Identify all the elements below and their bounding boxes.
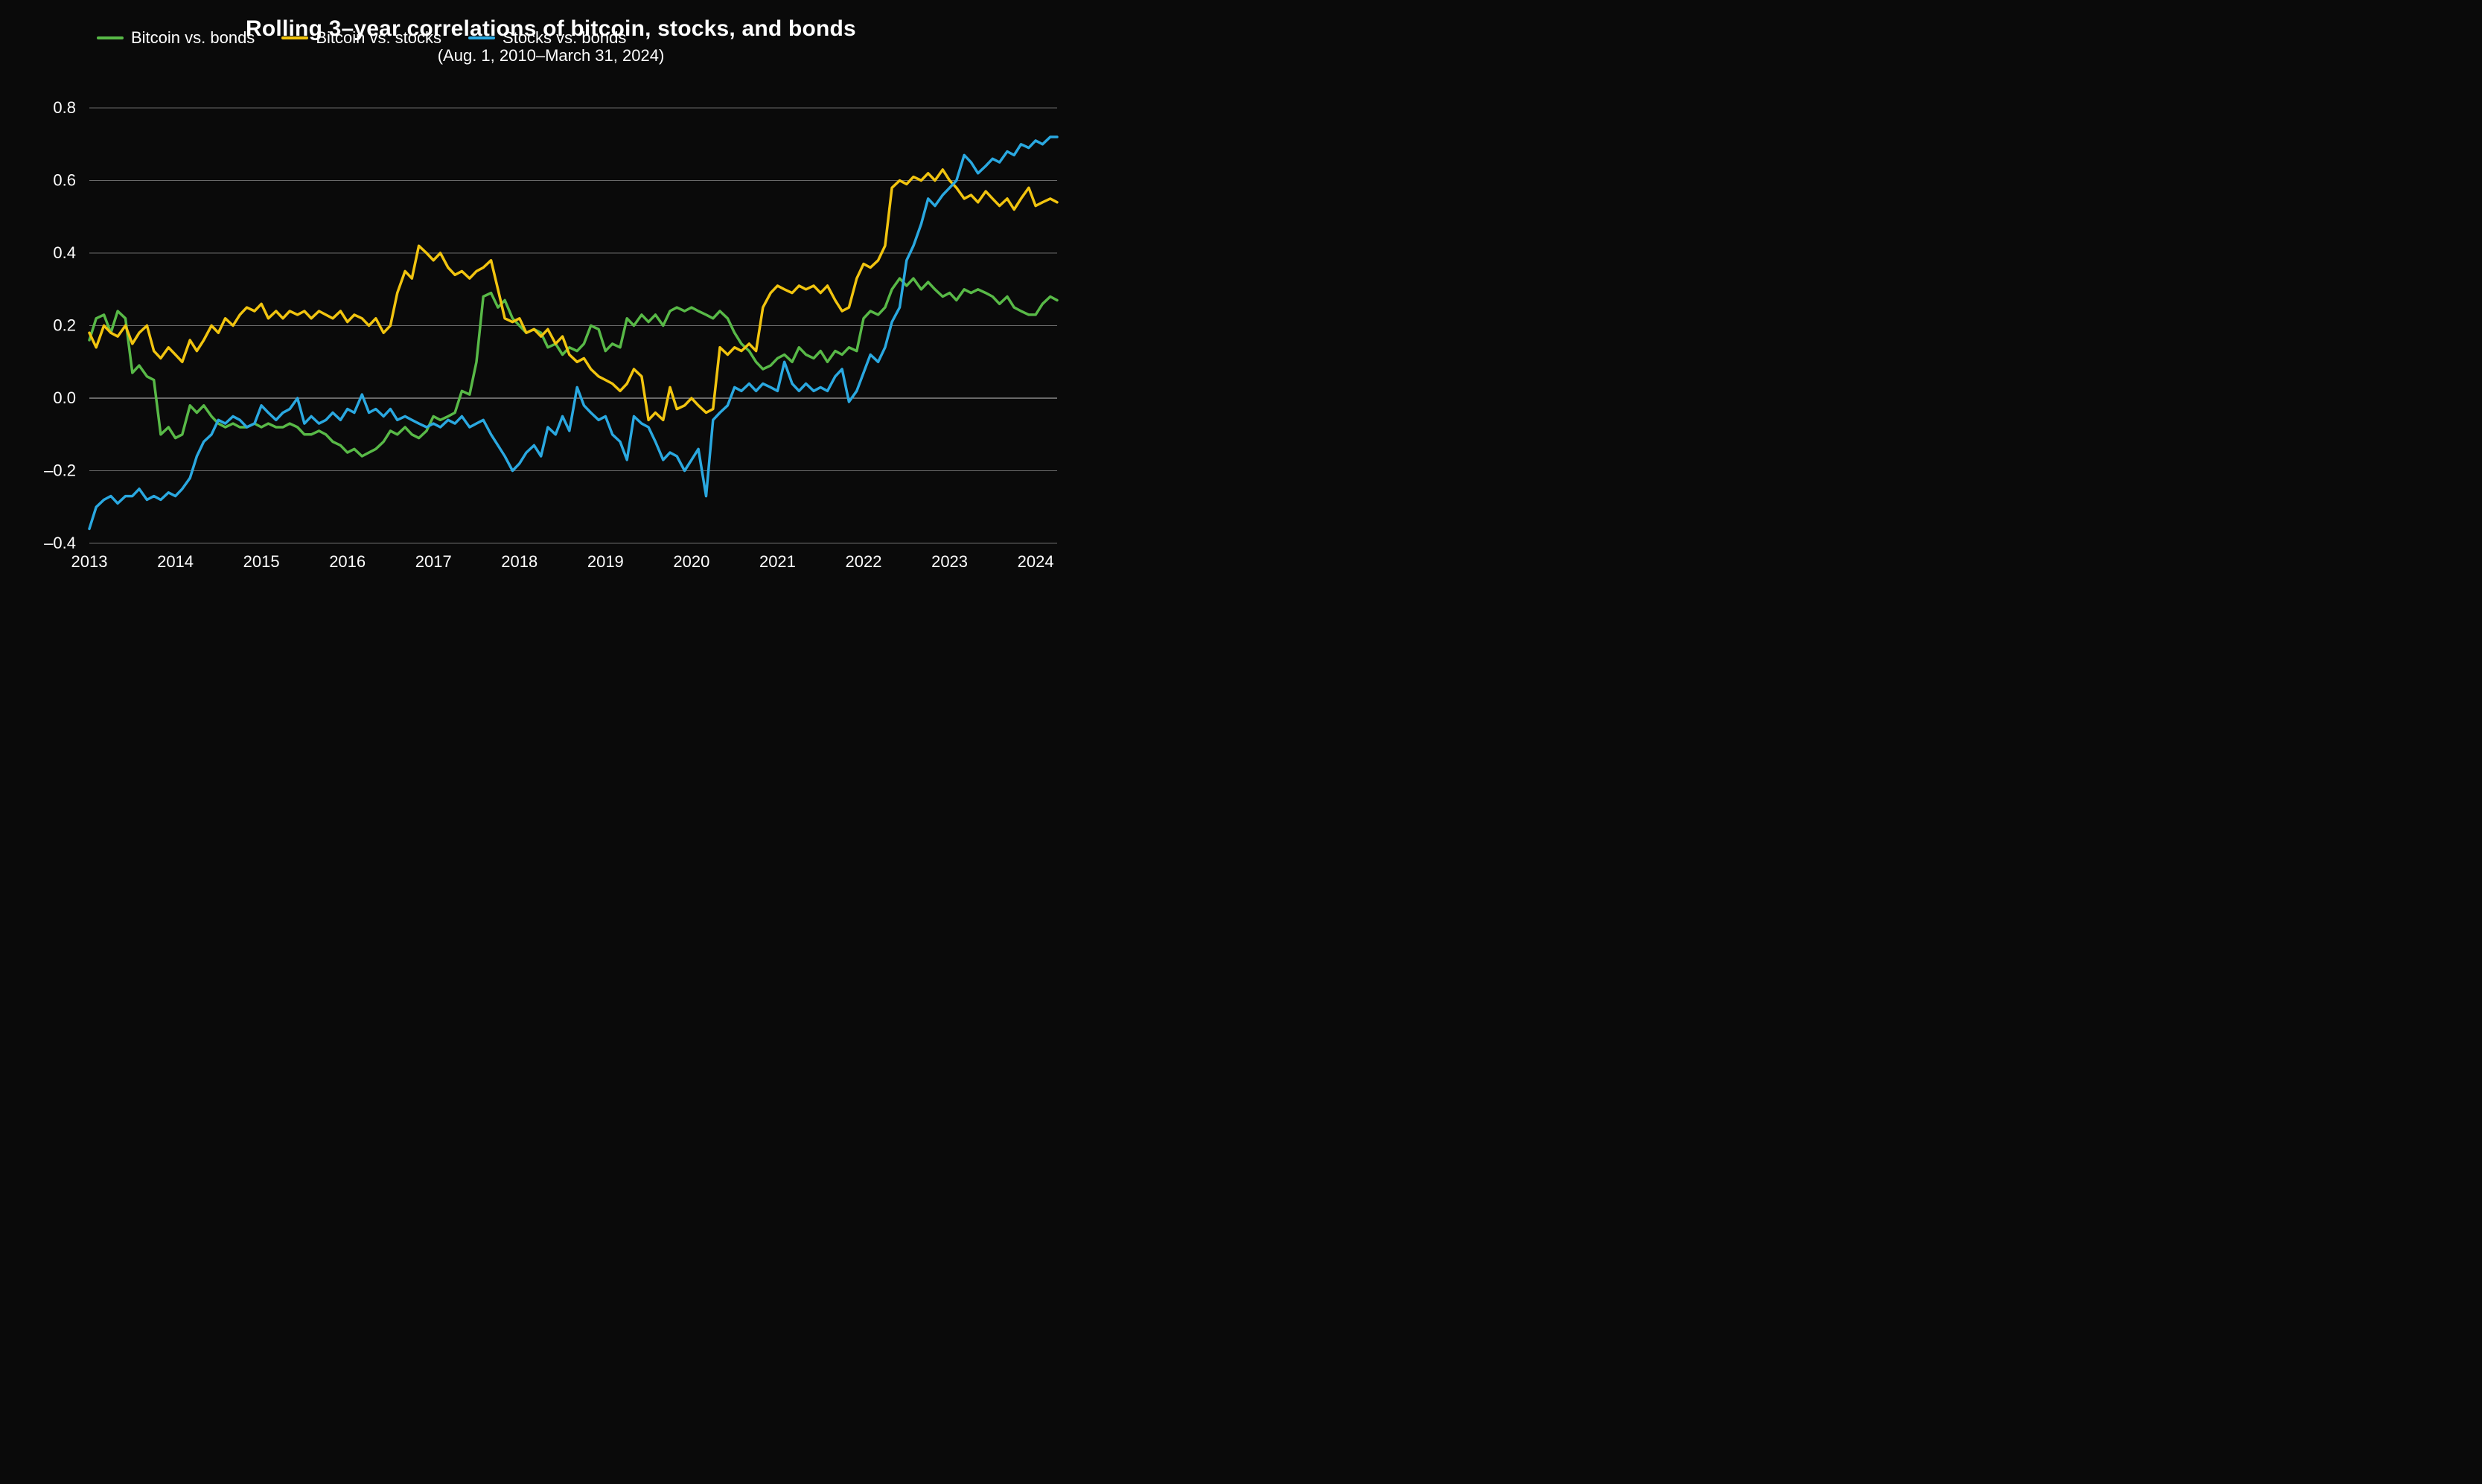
- x-tick-label: 2022: [846, 552, 882, 571]
- chart-subtitle: (Aug. 1, 2010–March 31, 2024): [0, 46, 1102, 65]
- x-tick-label: 2020: [673, 552, 709, 571]
- x-tick-label: 2024: [1018, 552, 1054, 571]
- x-axis-labels: 2013 2014 2015 2016 2017 2018 2019 2020 2021 2022…: [71, 552, 1054, 571]
- series-line: [89, 278, 1057, 456]
- y-tick-label: 0.0: [53, 388, 76, 407]
- x-tick-label: 2016: [329, 552, 366, 571]
- x-tick-label: 2017: [415, 552, 452, 571]
- series-line: [89, 170, 1057, 420]
- y-tick-label: 0.8: [53, 98, 76, 117]
- x-tick-label: 2018: [501, 552, 537, 571]
- x-tick-label: 2019: [587, 552, 624, 571]
- chart-plot-svg: –0.4–0.20.00.20.40.60.8 2013201420152016…: [89, 97, 1065, 573]
- chart-title: Rolling 3–year correlations of bitcoin, …: [0, 16, 1102, 42]
- x-tick-label: 2015: [243, 552, 280, 571]
- y-tick-label: 0.4: [53, 243, 76, 262]
- chart-title-block: Rolling 3–year correlations of bitcoin, …: [0, 16, 1102, 65]
- chart-series-group: [89, 137, 1057, 529]
- x-tick-label: 2023: [931, 552, 968, 571]
- correlation-chart-container: Rolling 3–year correlations of bitcoin, …: [0, 0, 1102, 625]
- y-tick-label: 0.2: [53, 316, 76, 335]
- x-tick-label: 2021: [759, 552, 796, 571]
- y-tick-label: 0.6: [53, 171, 76, 190]
- x-tick-label: 2014: [157, 552, 194, 571]
- y-tick-label: –0.2: [44, 461, 76, 480]
- x-tick-label: 2013: [71, 552, 108, 571]
- y-tick-label: –0.4: [44, 534, 76, 552]
- y-axis-labels: –0.4 –0.2 0.0 0.2 0.4 0.6 0.8: [44, 98, 76, 552]
- series-line: [89, 137, 1057, 529]
